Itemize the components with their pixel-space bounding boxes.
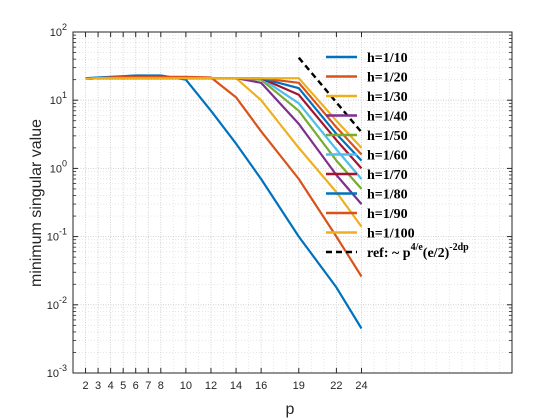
y-tick-label-exponent: 0 — [62, 158, 67, 168]
y-tick-label: 102 — [50, 22, 67, 39]
legend-label-4: h=1/40 — [367, 110, 408, 125]
x-tick-label: 8 — [158, 380, 164, 392]
plot-area — [73, 32, 512, 373]
y-tick-label-base: 10 — [47, 232, 59, 244]
x-tick-label: 24 — [355, 380, 367, 392]
x-tick-label: 12 — [205, 380, 217, 392]
legend-reference-name-mid: (e/2) — [423, 246, 450, 261]
axis-ticks — [73, 31, 512, 374]
plot-frame — [72, 31, 513, 374]
legend-reference-name-sup1: 4/e — [411, 242, 424, 253]
y-tick-label: 101 — [50, 90, 67, 107]
y-tick-label: 100 — [50, 158, 67, 175]
legend-reference-name-sup2: -2dp — [449, 242, 469, 253]
x-tick-label: 7 — [145, 380, 151, 392]
x-tick-label: 14 — [230, 380, 242, 392]
y-tick-label-base: 10 — [50, 95, 62, 107]
series-line-10 — [85, 77, 363, 149]
y-tick-label-base: 10 — [50, 27, 62, 39]
legend-label-1: h=1/10 — [367, 51, 408, 66]
legend-reference-name-main: ref: ~ p — [367, 246, 411, 261]
x-tick-label: 6 — [133, 380, 139, 392]
x-tick-label: 5 — [120, 380, 126, 392]
x-tick-label: 16 — [255, 380, 267, 392]
x-tick-label: 22 — [330, 380, 342, 392]
legend: h=1/10 h=1/20 h=1/30 h=1/40 h=1/50 h=1/60 h=1/… — [326, 51, 469, 261]
y-tick-label-exponent: -1 — [59, 227, 67, 237]
y-tick-label-base: 10 — [47, 368, 59, 380]
series-layer — [85, 56, 363, 330]
y-tick-label: 10-2 — [47, 295, 67, 312]
y-tick-label-exponent: -2 — [59, 295, 67, 305]
y-tick-label: 10-3 — [47, 363, 67, 380]
y-tick-label-base: 10 — [47, 300, 59, 312]
legend-label-8: h=1/80 — [367, 188, 408, 203]
legend-label-6: h=1/60 — [367, 149, 408, 164]
minor-grid — [72, 32, 513, 373]
legend-label-5: h=1/50 — [367, 129, 408, 144]
legend-label-2: h=1/20 — [367, 71, 408, 86]
legend-label-3: h=1/30 — [367, 90, 408, 105]
x-tick-label: 4 — [108, 380, 114, 392]
x-tick-label: 3 — [95, 380, 101, 392]
y-tick-label-exponent: -3 — [59, 363, 67, 373]
reference-line — [297, 56, 363, 133]
y-axis-label: minimum singular value — [28, 119, 45, 287]
legend-label-9: h=1/90 — [367, 207, 408, 222]
x-axis-label: p — [286, 401, 295, 418]
y-tick-label: 10-1 — [47, 227, 67, 244]
x-tick-label: 2 — [82, 380, 88, 392]
x-tick-labels: 2 3 4 5 6 7 8 10 12 14 16 19 22 24 — [82, 380, 367, 392]
legend-label-reference: ref: ~ p4/e(e/2)-2dp — [367, 242, 469, 261]
legend-label-10: h=1/100 — [367, 227, 415, 242]
y-tick-label-exponent: 1 — [62, 90, 67, 100]
legend-label-7: h=1/70 — [367, 168, 408, 183]
y-tick-label-base: 10 — [50, 163, 62, 175]
x-tick-label: 10 — [180, 380, 192, 392]
x-tick-label: 19 — [293, 380, 305, 392]
y-tick-label-exponent: 2 — [62, 22, 67, 32]
